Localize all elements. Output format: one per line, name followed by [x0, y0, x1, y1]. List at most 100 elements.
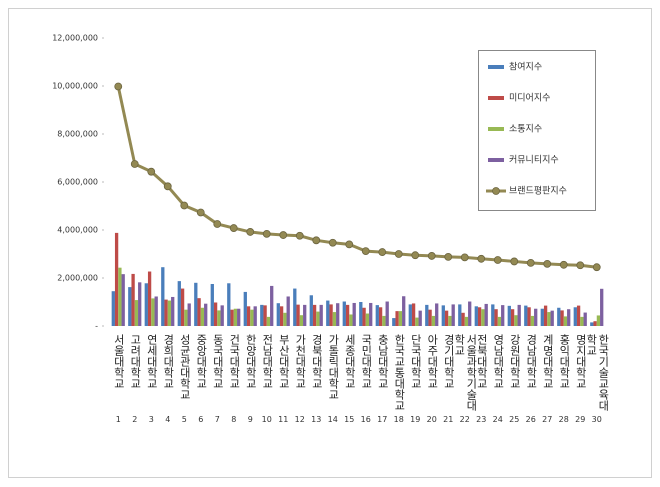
bar	[134, 300, 139, 326]
bar	[468, 301, 472, 326]
bar	[563, 316, 568, 326]
bar	[415, 317, 419, 326]
x-tick-label: 경희대학교	[161, 334, 175, 389]
line-marker	[378, 248, 387, 256]
bar	[514, 315, 518, 326]
bar	[481, 309, 485, 326]
rank-label: 18	[393, 415, 404, 424]
bar	[187, 303, 191, 326]
bar	[365, 313, 370, 326]
rank-label: 8	[231, 415, 237, 424]
bar	[474, 306, 478, 326]
bar	[540, 308, 544, 326]
bar	[494, 309, 498, 326]
bar	[524, 305, 528, 326]
bar	[464, 316, 469, 326]
rank-label: 11	[278, 415, 289, 424]
bar	[309, 295, 313, 326]
bar	[385, 301, 389, 326]
bar	[332, 312, 337, 326]
bar	[435, 303, 439, 326]
bar	[243, 291, 247, 326]
line-marker	[345, 240, 354, 249]
bar	[233, 308, 238, 326]
x-tick-label: 성균관대학교	[178, 334, 192, 400]
bar	[180, 288, 185, 326]
line-marker	[246, 228, 255, 236]
legend-label: 커뮤니티지수	[509, 155, 559, 166]
bar	[131, 273, 135, 326]
legend-swatch	[488, 127, 504, 131]
x-tick-label: 경기대학교	[442, 334, 456, 389]
x-tick-label: 세종대학교	[343, 334, 357, 389]
bar	[398, 311, 403, 326]
bar	[402, 296, 406, 326]
x-tick-label: 아주대학교	[425, 334, 439, 389]
bar	[118, 267, 122, 326]
bar	[316, 311, 320, 326]
bar	[534, 308, 538, 326]
bar	[461, 312, 465, 326]
bar	[329, 304, 333, 326]
x-tick-label: 경북대학교	[310, 334, 324, 389]
y-tick-label: 4,000,000	[57, 226, 98, 235]
bar	[428, 309, 432, 326]
line-marker	[279, 231, 288, 239]
bar	[319, 304, 323, 326]
bar	[270, 285, 274, 326]
x-tick-label: 국민대학교	[359, 334, 373, 389]
bar	[213, 302, 218, 326]
rank-label: 27	[542, 415, 553, 424]
bar	[114, 232, 119, 326]
bar	[431, 315, 436, 326]
line-marker	[147, 167, 156, 176]
bar	[444, 310, 449, 326]
bar	[593, 321, 597, 326]
y-tick-label: 10,000,000	[52, 82, 98, 91]
bar	[352, 302, 356, 326]
line-marker	[394, 250, 403, 258]
bar	[484, 303, 488, 326]
bar	[411, 303, 416, 326]
x-tick-label: 충남대학교	[376, 334, 390, 389]
line-marker	[510, 257, 519, 266]
rank-label: 10	[261, 415, 272, 424]
line-marker	[526, 258, 535, 267]
bar	[266, 316, 271, 326]
bar	[547, 312, 551, 326]
x-tick-label: 전북대학교	[475, 334, 489, 389]
legend-swatch	[488, 158, 504, 162]
rank-label: 6	[198, 415, 204, 424]
x-tick-label: 고려대학교	[128, 334, 142, 389]
bar	[293, 288, 297, 326]
bar	[507, 305, 511, 326]
rank-label: 7	[214, 415, 220, 424]
rank-label: 15	[344, 415, 355, 424]
bar	[171, 296, 175, 326]
rank-label: 23	[476, 415, 487, 424]
line-marker	[262, 229, 271, 238]
bar	[362, 307, 366, 326]
bar	[184, 309, 188, 326]
bar	[530, 315, 535, 326]
bar	[369, 302, 373, 326]
y-tick-label: 12,000,000	[52, 34, 98, 43]
bar	[349, 314, 353, 326]
line-marker	[411, 251, 420, 260]
line-marker	[460, 253, 469, 262]
legend-swatch	[488, 96, 504, 100]
rank-label: 17	[377, 415, 388, 424]
bar	[600, 288, 604, 326]
bar	[276, 303, 280, 326]
x-tick-label: 한국기술교육대학교	[584, 334, 610, 411]
rank-label: 24	[492, 415, 503, 424]
rank-label: 4	[165, 415, 171, 424]
x-tick-label: 전남대학교	[260, 334, 274, 389]
x-tick-label: 한국교통대학교	[392, 334, 406, 411]
bar	[375, 305, 379, 326]
bar	[359, 302, 363, 326]
bar	[418, 310, 422, 326]
bar	[260, 304, 264, 326]
line-marker	[559, 260, 568, 269]
x-tick-label: 건국대학교	[227, 334, 241, 389]
